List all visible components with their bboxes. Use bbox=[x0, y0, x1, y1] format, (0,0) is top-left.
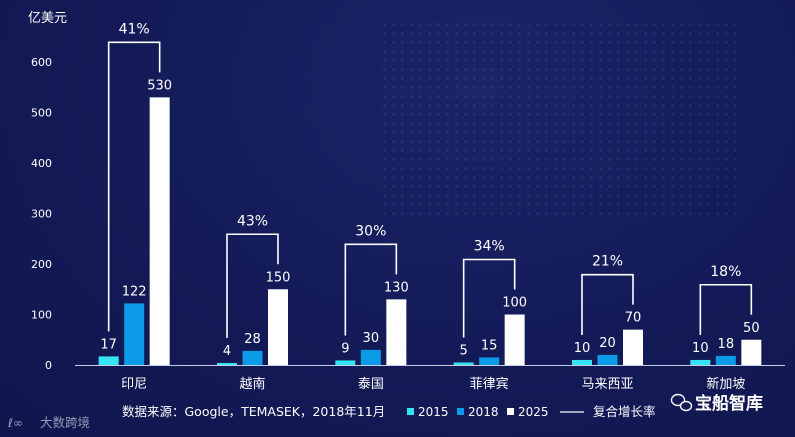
bar-2018-3 bbox=[479, 357, 500, 365]
bar-2025-3 bbox=[504, 314, 525, 365]
data-label-2018: 18 bbox=[718, 337, 735, 352]
x-tick-label: 泰国 bbox=[358, 377, 384, 392]
x-tick-label: 马来西亚 bbox=[581, 377, 633, 392]
x-tick-label: 新加坡 bbox=[706, 376, 745, 392]
legend-swatch-2015 bbox=[407, 408, 414, 415]
data-label-2018: 30 bbox=[363, 331, 380, 346]
bar-2015-2 bbox=[335, 360, 356, 365]
legend-swatch-2018 bbox=[457, 408, 464, 415]
cagr-bracket bbox=[344, 243, 398, 336]
watermark-right: 宝船智库 bbox=[695, 393, 763, 414]
data-label-2025: 150 bbox=[266, 270, 291, 285]
y-tick-label: 400 bbox=[31, 157, 52, 170]
bar-2025-1 bbox=[268, 289, 288, 365]
bar-2018-1 bbox=[242, 350, 263, 365]
bar-2018-0 bbox=[124, 303, 145, 365]
data-label-2025: 50 bbox=[743, 321, 760, 336]
x-tick-label: 印尼 bbox=[121, 377, 147, 392]
bar-2025-2 bbox=[386, 299, 407, 365]
bar-2018-2 bbox=[360, 349, 381, 365]
y-tick-label: 300 bbox=[31, 208, 52, 221]
wechat-icon-bubble bbox=[679, 400, 693, 412]
bar-2015-4 bbox=[572, 359, 592, 365]
data-label-2015: 9 bbox=[341, 341, 349, 356]
cagr-label: 34% bbox=[474, 239, 505, 255]
cagr-label: 18% bbox=[710, 264, 741, 280]
bar-2025-0 bbox=[149, 97, 170, 365]
x-tick-label: 菲律宾 bbox=[470, 376, 509, 392]
y-tick-label: 100 bbox=[31, 309, 52, 322]
cagr-bracket bbox=[226, 233, 279, 338]
data-label-2015: 5 bbox=[460, 343, 468, 358]
x-tick-label: 越南 bbox=[239, 376, 265, 392]
y-tick-label: 600 bbox=[31, 56, 52, 69]
bar-2018-5 bbox=[715, 355, 736, 365]
cagr-bracket bbox=[462, 258, 516, 338]
cagr-label: 41% bbox=[119, 21, 150, 37]
bar-2015-3 bbox=[453, 362, 474, 365]
bar-2025-4 bbox=[623, 329, 643, 365]
y-tick-label: 0 bbox=[45, 359, 52, 372]
legend-label-2015: 2015 bbox=[418, 405, 449, 419]
data-label-2025: 70 bbox=[625, 311, 642, 326]
wechat-icon bbox=[670, 393, 686, 407]
data-label-2018: 28 bbox=[244, 332, 261, 347]
cagr-label: 43% bbox=[237, 213, 268, 229]
legend-label-2018: 2018 bbox=[468, 405, 499, 419]
data-label-2015: 10 bbox=[692, 341, 709, 356]
watermark-logo-icon: ℓ∞ bbox=[7, 416, 23, 430]
data-label-2018: 15 bbox=[481, 338, 498, 353]
data-label-2025: 100 bbox=[502, 296, 527, 311]
y-tick-label: 500 bbox=[31, 107, 52, 120]
cagr-label: 30% bbox=[355, 223, 386, 239]
legend-label-2025: 2025 bbox=[518, 405, 549, 419]
data-label-2015: 4 bbox=[223, 344, 231, 359]
cagr-bracket bbox=[699, 283, 753, 335]
cagr-bracket bbox=[581, 273, 634, 335]
data-label-2025: 130 bbox=[384, 280, 409, 295]
data-label-2015: 10 bbox=[574, 341, 591, 356]
y-axis-label: 亿美元 bbox=[28, 11, 67, 26]
y-tick-label: 200 bbox=[31, 258, 52, 271]
decorative-dot-pattern bbox=[380, 20, 740, 220]
watermark-left: 大数跨境 bbox=[40, 415, 90, 430]
bar-2018-4 bbox=[597, 354, 618, 365]
data-label-2018: 122 bbox=[122, 284, 147, 299]
legend-label-cagr: 复合增长率 bbox=[593, 404, 656, 419]
cagr-label: 21% bbox=[592, 254, 623, 270]
bar-2015-5 bbox=[690, 359, 711, 365]
data-label-2015: 17 bbox=[100, 337, 117, 352]
data-label-2018: 20 bbox=[599, 336, 616, 351]
source-note: 数据来源：Google，TEMASEK，2018年11月 bbox=[122, 404, 385, 419]
data-label-2025: 530 bbox=[147, 78, 172, 93]
bar-2015-0 bbox=[98, 356, 119, 365]
bar-2025-5 bbox=[741, 339, 762, 365]
bar-2015-1 bbox=[217, 362, 237, 365]
legend-swatch-2025 bbox=[507, 408, 514, 415]
cagr-bracket bbox=[107, 41, 161, 332]
